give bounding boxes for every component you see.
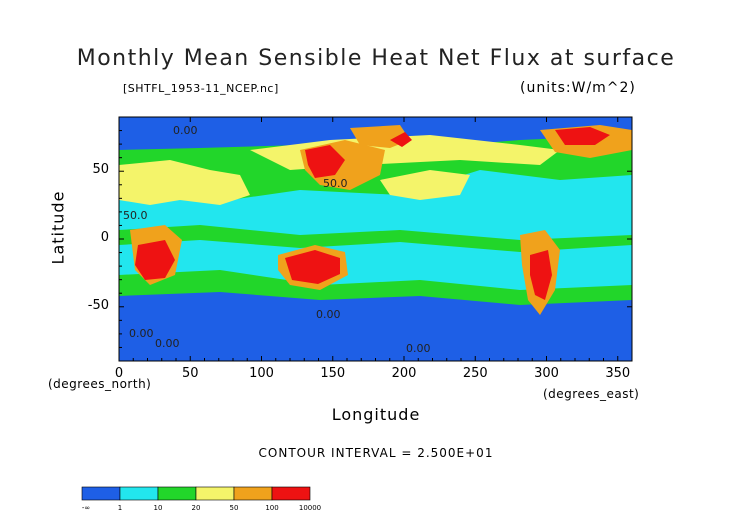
x-tick-label: 300 [534, 366, 559, 381]
x-tick-label: 50 [181, 366, 199, 381]
north-pacific-yellow-zone [380, 170, 470, 200]
colorbar-label: 50 [229, 504, 239, 512]
y-tick-label: 0 [100, 230, 109, 245]
colorbar-label: 100 [265, 504, 279, 512]
x-axis-unit: (degrees_east) [543, 387, 640, 401]
x-tick-label: 200 [391, 366, 417, 381]
south-america-hot [530, 250, 552, 300]
greenland-hot [390, 132, 412, 147]
colorbar-swatch [81, 486, 121, 501]
x-axis-label: Longitude [331, 405, 421, 424]
colorbar-swatch [119, 486, 159, 501]
y-tick-label: -50 [87, 297, 109, 313]
chart-title: Monthly Mean Sensible Heat Net Flux at s… [76, 46, 676, 71]
y-axis-unit: (degrees_north) [48, 377, 152, 391]
europe-yellow-zone [119, 160, 250, 205]
axis-ticks [118, 117, 632, 361]
dataset-filename: [SHTFL_1953-11_NCEP.nc] [123, 82, 279, 95]
contour-label: 0.00 [316, 308, 341, 321]
y-axis-label: Latitude [48, 190, 68, 265]
colorbar-swatch [271, 486, 311, 501]
x-tick-label: 100 [249, 366, 274, 381]
y-tick-label: 50 [92, 162, 109, 178]
contour-label-layer: 0.00 50.0 50.0 0.00 0.00 0.00 0.00 [123, 124, 431, 355]
colorbar-label: 10 [153, 504, 163, 512]
contour-label: 50.0 [123, 209, 148, 222]
contour-label: 0.00 [155, 337, 180, 350]
south-green-band [119, 270, 632, 305]
contour-interval-note: CONTOUR INTERVAL = 2.500E+01 [258, 446, 494, 460]
units-label: (units:W/m^2) [520, 80, 636, 96]
north-america-hot [305, 145, 345, 178]
x-tick-label: 150 [320, 366, 346, 381]
colorbar [81, 486, 311, 501]
contour-label: 0.00 [129, 327, 154, 340]
colorbar-swatch [233, 486, 273, 501]
colorbar-label: 10000 [298, 504, 322, 512]
x-tick-label: 350 [605, 366, 631, 381]
colorbar-label: -∞ [81, 504, 91, 512]
colorbar-swatch [157, 486, 197, 501]
x-tick-label: 250 [462, 366, 488, 381]
contour-label: 0.00 [173, 124, 198, 137]
eurasia-hot [555, 127, 610, 145]
colorbar-label: 20 [191, 504, 201, 512]
x-tick-label: 0 [114, 366, 124, 381]
equatorial-green-band [119, 225, 632, 252]
africa-hot [135, 240, 175, 280]
colorbar-swatch [195, 486, 235, 501]
australia-hot [285, 250, 340, 284]
contour-label: 0.00 [406, 342, 431, 355]
contour-label: 50.0 [323, 177, 348, 190]
colorbar-label: 1 [117, 504, 123, 512]
heatmap-field [119, 117, 632, 361]
